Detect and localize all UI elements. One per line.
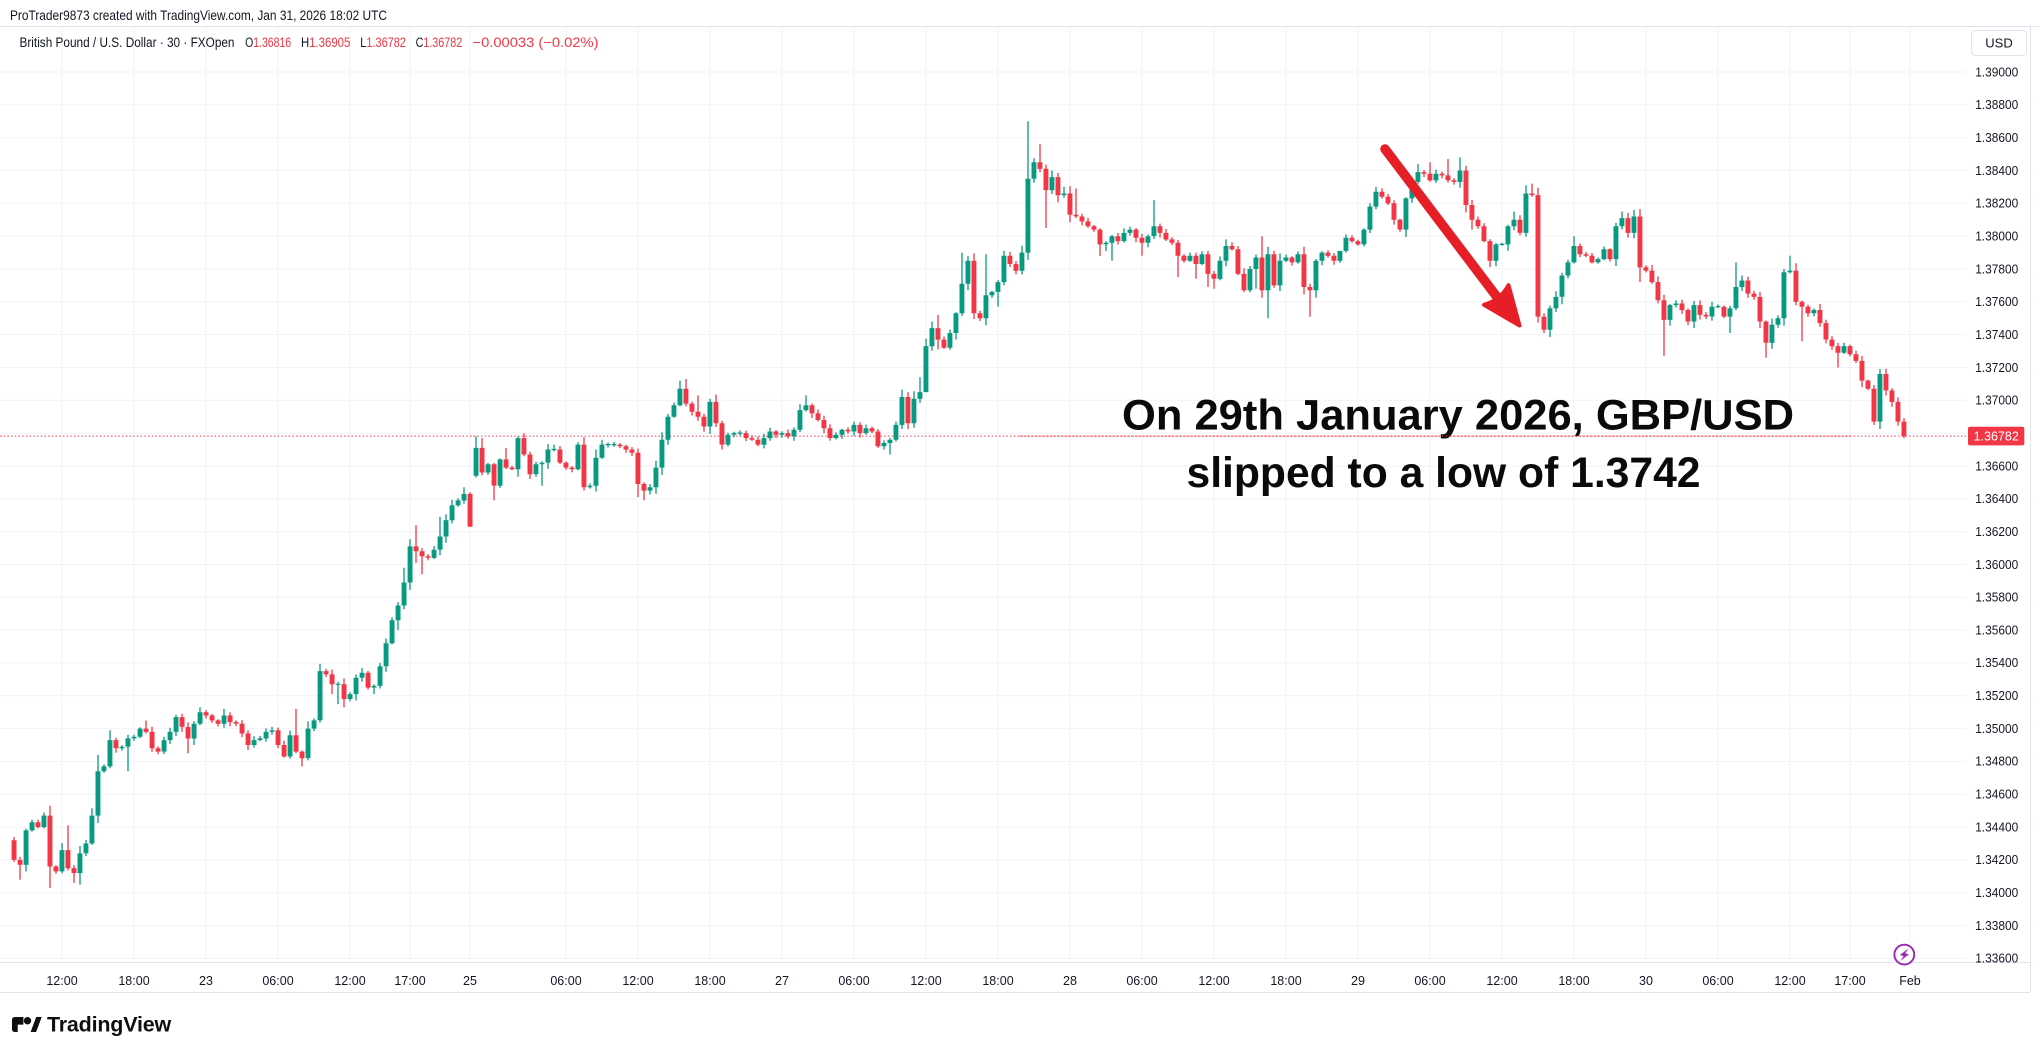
svg-text:1.37600: 1.37600 — [1975, 295, 2018, 309]
svg-text:1.35800: 1.35800 — [1975, 591, 2018, 605]
svg-text:1.33800: 1.33800 — [1975, 919, 2018, 933]
svg-text:1.37200: 1.37200 — [1975, 361, 2018, 375]
svg-text:1.38200: 1.38200 — [1975, 197, 2018, 211]
svg-text:27: 27 — [775, 974, 789, 988]
svg-text:28: 28 — [1063, 974, 1077, 988]
svg-text:Feb: Feb — [1899, 974, 1921, 988]
svg-text:25: 25 — [463, 974, 477, 988]
svg-text:1.38400: 1.38400 — [1975, 164, 2018, 178]
svg-text:L1.36782: L1.36782 — [360, 35, 406, 50]
svg-text:12:00: 12:00 — [46, 974, 77, 988]
svg-text:12:00: 12:00 — [910, 974, 941, 988]
svg-text:06:00: 06:00 — [1702, 974, 1733, 988]
svg-text:12:00: 12:00 — [622, 974, 653, 988]
svg-text:1.36000: 1.36000 — [1975, 558, 2018, 572]
svg-text:1.39000: 1.39000 — [1975, 65, 2018, 79]
svg-text:06:00: 06:00 — [550, 974, 581, 988]
svg-text:1.34000: 1.34000 — [1975, 886, 2018, 900]
svg-text:ProTrader9873 created with Tra: ProTrader9873 created with TradingView.c… — [10, 8, 387, 23]
svg-text:18:00: 18:00 — [694, 974, 725, 988]
svg-text:USD: USD — [1985, 36, 2012, 51]
svg-text:06:00: 06:00 — [838, 974, 869, 988]
svg-text:30: 30 — [1639, 974, 1653, 988]
svg-text:12:00: 12:00 — [1486, 974, 1517, 988]
svg-text:23: 23 — [199, 974, 213, 988]
svg-text:12:00: 12:00 — [1198, 974, 1229, 988]
svg-text:18:00: 18:00 — [1558, 974, 1589, 988]
svg-text:17:00: 17:00 — [394, 974, 425, 988]
svg-text:17:00: 17:00 — [1834, 974, 1865, 988]
svg-text:1.33600: 1.33600 — [1975, 952, 2018, 966]
svg-text:slipped to a low of 1.3742: slipped to a low of 1.3742 — [1187, 449, 1701, 497]
svg-text:06:00: 06:00 — [262, 974, 293, 988]
svg-text:British Pound / U.S. Dollar ·: British Pound / U.S. Dollar · 30 · FXOpe… — [20, 35, 235, 50]
svg-text:1.37400: 1.37400 — [1975, 328, 2018, 342]
svg-text:1.36600: 1.36600 — [1975, 459, 2018, 473]
svg-text:1.35000: 1.35000 — [1975, 722, 2018, 736]
svg-text:On 29th January 2026, GBP/USD: On 29th January 2026, GBP/USD — [1122, 392, 1794, 440]
svg-text:1.36400: 1.36400 — [1975, 492, 2018, 506]
svg-text:−0.00033 (−0.02%): −0.00033 (−0.02%) — [473, 35, 599, 50]
svg-text:O1.36816: O1.36816 — [245, 35, 291, 50]
svg-text:18:00: 18:00 — [1270, 974, 1301, 988]
svg-text:1.34200: 1.34200 — [1975, 853, 2018, 867]
svg-text:1.34800: 1.34800 — [1975, 755, 2018, 769]
svg-text:C1.36782: C1.36782 — [416, 35, 463, 50]
svg-text:1.35400: 1.35400 — [1975, 656, 2018, 670]
svg-text:1.38600: 1.38600 — [1975, 131, 2018, 145]
svg-text:1.38000: 1.38000 — [1975, 229, 2018, 243]
svg-text:H1.36905: H1.36905 — [301, 35, 350, 50]
svg-text:18:00: 18:00 — [982, 974, 1013, 988]
svg-text:1.34600: 1.34600 — [1975, 788, 2018, 802]
svg-text:1.34400: 1.34400 — [1975, 820, 2018, 834]
svg-text:1.36200: 1.36200 — [1975, 525, 2018, 539]
svg-text:1.35600: 1.35600 — [1975, 623, 2018, 637]
svg-text:1.35200: 1.35200 — [1975, 689, 2018, 703]
svg-text:1.38800: 1.38800 — [1975, 98, 2018, 112]
svg-text:12:00: 12:00 — [1774, 974, 1805, 988]
svg-text:TradingView: TradingView — [47, 1013, 172, 1037]
svg-text:1.37000: 1.37000 — [1975, 394, 2018, 408]
svg-text:12:00: 12:00 — [334, 974, 365, 988]
svg-text:06:00: 06:00 — [1126, 974, 1157, 988]
svg-text:1.36782: 1.36782 — [1974, 430, 2019, 444]
svg-text:29: 29 — [1351, 974, 1365, 988]
svg-text:06:00: 06:00 — [1414, 974, 1445, 988]
svg-text:18:00: 18:00 — [118, 974, 149, 988]
svg-text:1.37800: 1.37800 — [1975, 262, 2018, 276]
